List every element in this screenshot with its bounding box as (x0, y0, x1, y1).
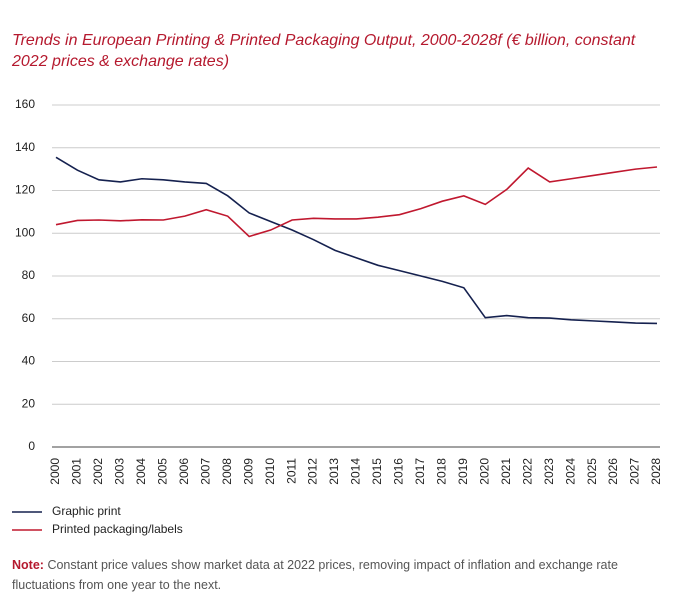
x-tick-label: 2007 (198, 458, 212, 485)
y-tick-label: 160 (15, 97, 35, 111)
x-tick-label: 2002 (91, 458, 105, 485)
note-label: Note: (12, 558, 44, 572)
x-tick-label: 2018 (435, 458, 449, 485)
x-tick-label: 2013 (327, 458, 341, 485)
x-tick-label: 2012 (306, 458, 320, 485)
legend-label: Graphic print (52, 504, 121, 518)
x-tick-label: 2015 (370, 458, 384, 485)
x-tick-label: 2009 (241, 458, 255, 485)
x-tick-label: 2020 (477, 458, 491, 485)
note-text: Constant price values show market data a… (12, 558, 618, 592)
y-tick-label: 40 (22, 354, 36, 368)
x-tick-label: 2021 (499, 458, 513, 485)
x-tick-label: 2025 (585, 458, 599, 485)
x-tick-label: 2011 (284, 458, 298, 484)
x-tick-label: 2010 (263, 458, 277, 485)
y-tick-label: 100 (15, 225, 35, 239)
y-tick-label: 120 (15, 183, 35, 197)
x-tick-label: 2006 (177, 458, 191, 485)
x-tick-label: 2000 (48, 458, 62, 485)
line (55, 166, 658, 238)
x-tick-label: 2017 (413, 458, 427, 485)
x-tick-label: 2028 (649, 458, 663, 485)
legend-label: Printed packaging/labels (52, 522, 183, 536)
x-tick-label: 2008 (220, 458, 234, 485)
chart-title: Trends in European Printing & Printed Pa… (12, 32, 636, 70)
x-tick-label: 2005 (155, 458, 169, 485)
note: Note: Constant price values show market … (12, 555, 682, 595)
y-tick-label: 80 (22, 268, 36, 282)
x-tick-label: 2014 (349, 458, 363, 485)
y-tick-label: 20 (22, 396, 36, 410)
x-tick-label: 2023 (542, 458, 556, 485)
x-tick-label: 2027 (628, 458, 642, 485)
y-tick-label: 60 (22, 311, 36, 325)
x-tick-label: 2024 (563, 458, 577, 485)
x-tick-label: 2003 (113, 458, 127, 485)
x-tick-label: 2022 (520, 458, 534, 485)
x-tick-label: 2016 (392, 458, 406, 485)
x-tick-label: 2001 (70, 458, 84, 485)
x-tick-label: 2019 (456, 458, 470, 485)
x-tick-label: 2004 (134, 458, 148, 485)
y-tick-label: 140 (15, 140, 35, 154)
y-tick-label: 0 (28, 439, 35, 453)
x-tick-label: 2026 (606, 458, 620, 485)
line (55, 156, 658, 325)
